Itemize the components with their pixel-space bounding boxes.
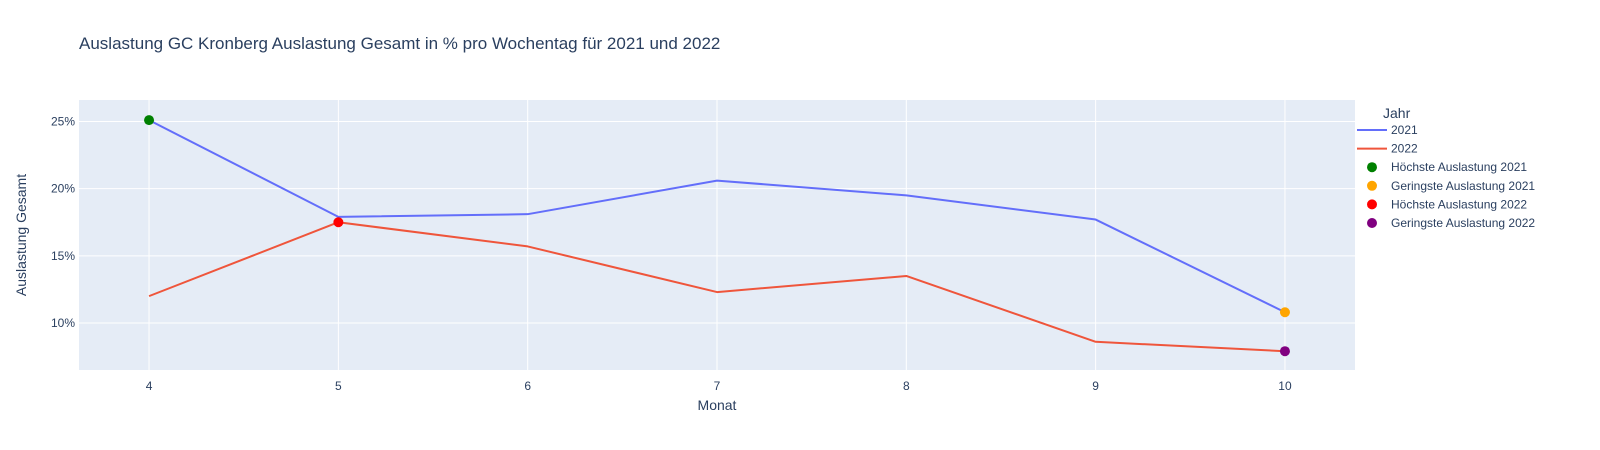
y-tick-label: 25% [51, 114, 75, 128]
legend-swatch [1367, 162, 1377, 173]
x-axis-ticks: 4 5 6 7 8 9 10 [146, 379, 1292, 393]
legend-item-label: Geringste Auslastung 2022 [1391, 216, 1535, 230]
data-point-marker [1279, 346, 1290, 357]
legend-item-label: 2022 [1391, 142, 1418, 156]
legend-swatch [1367, 199, 1377, 210]
legend-title: Jahr [1383, 105, 1411, 121]
y-axis-ticks: 10% 15% 20% 25% [51, 114, 75, 329]
legend-swatch [1367, 218, 1377, 228]
series-markers [144, 115, 1290, 357]
data-point-marker [1279, 307, 1290, 318]
y-tick-label: 10% [51, 316, 75, 330]
legend: Jahr 2021 2022 Höchste Auslastung 2021 Geri… [1357, 105, 1535, 230]
chart-title: Auslastung GC Kronberg Auslastung Gesamt… [79, 34, 720, 53]
x-axis-title: Monat [698, 397, 737, 413]
y-tick-label: 15% [51, 249, 75, 263]
x-tick-label: 10 [1278, 379, 1292, 393]
legend-item-label: 2021 [1391, 123, 1418, 137]
data-point-marker [333, 217, 344, 228]
legend-item-label: Geringste Auslastung 2021 [1391, 179, 1535, 193]
x-tick-label: 5 [335, 379, 342, 393]
x-tick-label: 4 [146, 379, 153, 393]
x-tick-label: 7 [714, 379, 721, 393]
gridlines [79, 100, 1355, 370]
y-axis-title: Auslastung Gesamt [13, 174, 29, 296]
data-point-marker [144, 115, 155, 126]
x-tick-label: 6 [524, 379, 531, 393]
series-line-2021 [148, 119, 1286, 314]
x-tick-label: 8 [903, 379, 910, 393]
x-tick-label: 9 [1092, 379, 1099, 393]
legend-item-label: Höchste Auslastung 2021 [1391, 160, 1527, 174]
y-tick-label: 20% [51, 182, 75, 196]
legend-swatch [1367, 180, 1377, 191]
legend-item-label: Höchste Auslastung 2022 [1391, 197, 1527, 211]
